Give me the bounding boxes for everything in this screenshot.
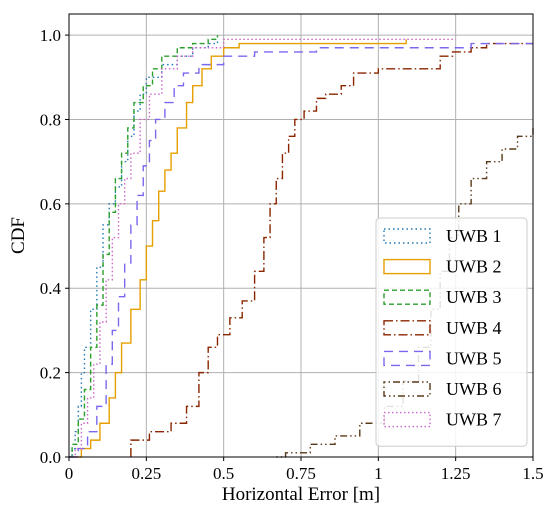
y-tick-label: 0.6	[40, 195, 61, 214]
series-line-3	[69, 35, 219, 458]
legend-label-4: UWB 4	[446, 318, 502, 338]
x-tick-label: 1	[374, 464, 383, 483]
series-line-7	[69, 38, 456, 458]
legend-label-2: UWB 2	[446, 257, 502, 277]
legend: UWB 1 UWB 2 UWB 3 UWB 4 UWB 5 UWB 6 UWB 7	[375, 217, 528, 447]
legend-label-7: UWB 7	[446, 410, 502, 430]
series-layer	[69, 35, 534, 458]
series-line-5	[69, 42, 533, 458]
legend-swatch-1	[383, 228, 431, 244]
x-tick-label: 0.5	[213, 464, 234, 483]
y-axis-label: CDF	[8, 217, 29, 254]
legend-label-3: UWB 3	[446, 287, 502, 307]
legend-label-1: UWB 1	[446, 226, 502, 246]
legend-swatch-6	[383, 381, 431, 397]
legend-swatch-3	[383, 289, 431, 305]
legend-swatch-5	[383, 350, 431, 367]
legend-label-5: UWB 5	[446, 348, 502, 368]
y-tick-label: 0.4	[40, 279, 62, 298]
y-tick-label: 0.8	[40, 110, 61, 129]
x-tick-label: 0.75	[286, 464, 316, 483]
x-axis-label: Horizontal Error [m]	[222, 484, 380, 505]
y-tick-label: 1.0	[40, 26, 61, 45]
legend-box	[375, 217, 528, 447]
x-tick-label: 0.25	[131, 464, 161, 483]
axis-ticks: 0 0.25 0.5 0.75 1 1.25 1.5 0.0 0.2 0.4 0.6 0.8 1.0	[40, 26, 544, 483]
x-tick-label: 0	[65, 464, 74, 483]
legend-swatch-2	[383, 258, 431, 275]
y-tick-label: 0.2	[40, 364, 61, 383]
x-tick-label: 1.5	[522, 464, 543, 483]
y-tick-label: 0.0	[40, 448, 61, 467]
legend-swatch-4	[383, 320, 431, 336]
legend-swatch-7	[383, 411, 431, 428]
legend-label-6: UWB 6	[446, 379, 502, 399]
x-tick-label: 1.25	[441, 464, 471, 483]
series-line-2	[69, 39, 407, 458]
